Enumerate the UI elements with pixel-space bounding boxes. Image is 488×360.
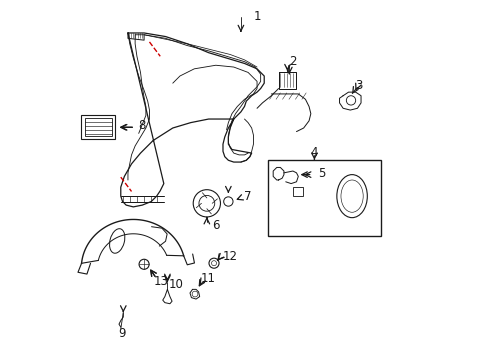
Text: 4: 4 <box>310 145 318 158</box>
Text: 13: 13 <box>154 275 168 288</box>
Text: 9: 9 <box>118 327 125 339</box>
Text: 12: 12 <box>222 249 237 262</box>
Bar <box>85 118 112 136</box>
Text: 8: 8 <box>138 120 146 132</box>
Text: 2: 2 <box>288 55 296 68</box>
Text: 11: 11 <box>201 272 216 285</box>
Text: 1: 1 <box>253 10 260 23</box>
Bar <box>267 160 380 235</box>
Text: 10: 10 <box>168 278 183 291</box>
Text: 5: 5 <box>317 167 325 180</box>
Bar <box>81 116 115 139</box>
Text: 7: 7 <box>244 190 251 203</box>
Bar <box>292 187 303 196</box>
Text: 3: 3 <box>355 79 362 92</box>
Text: 6: 6 <box>212 219 219 232</box>
